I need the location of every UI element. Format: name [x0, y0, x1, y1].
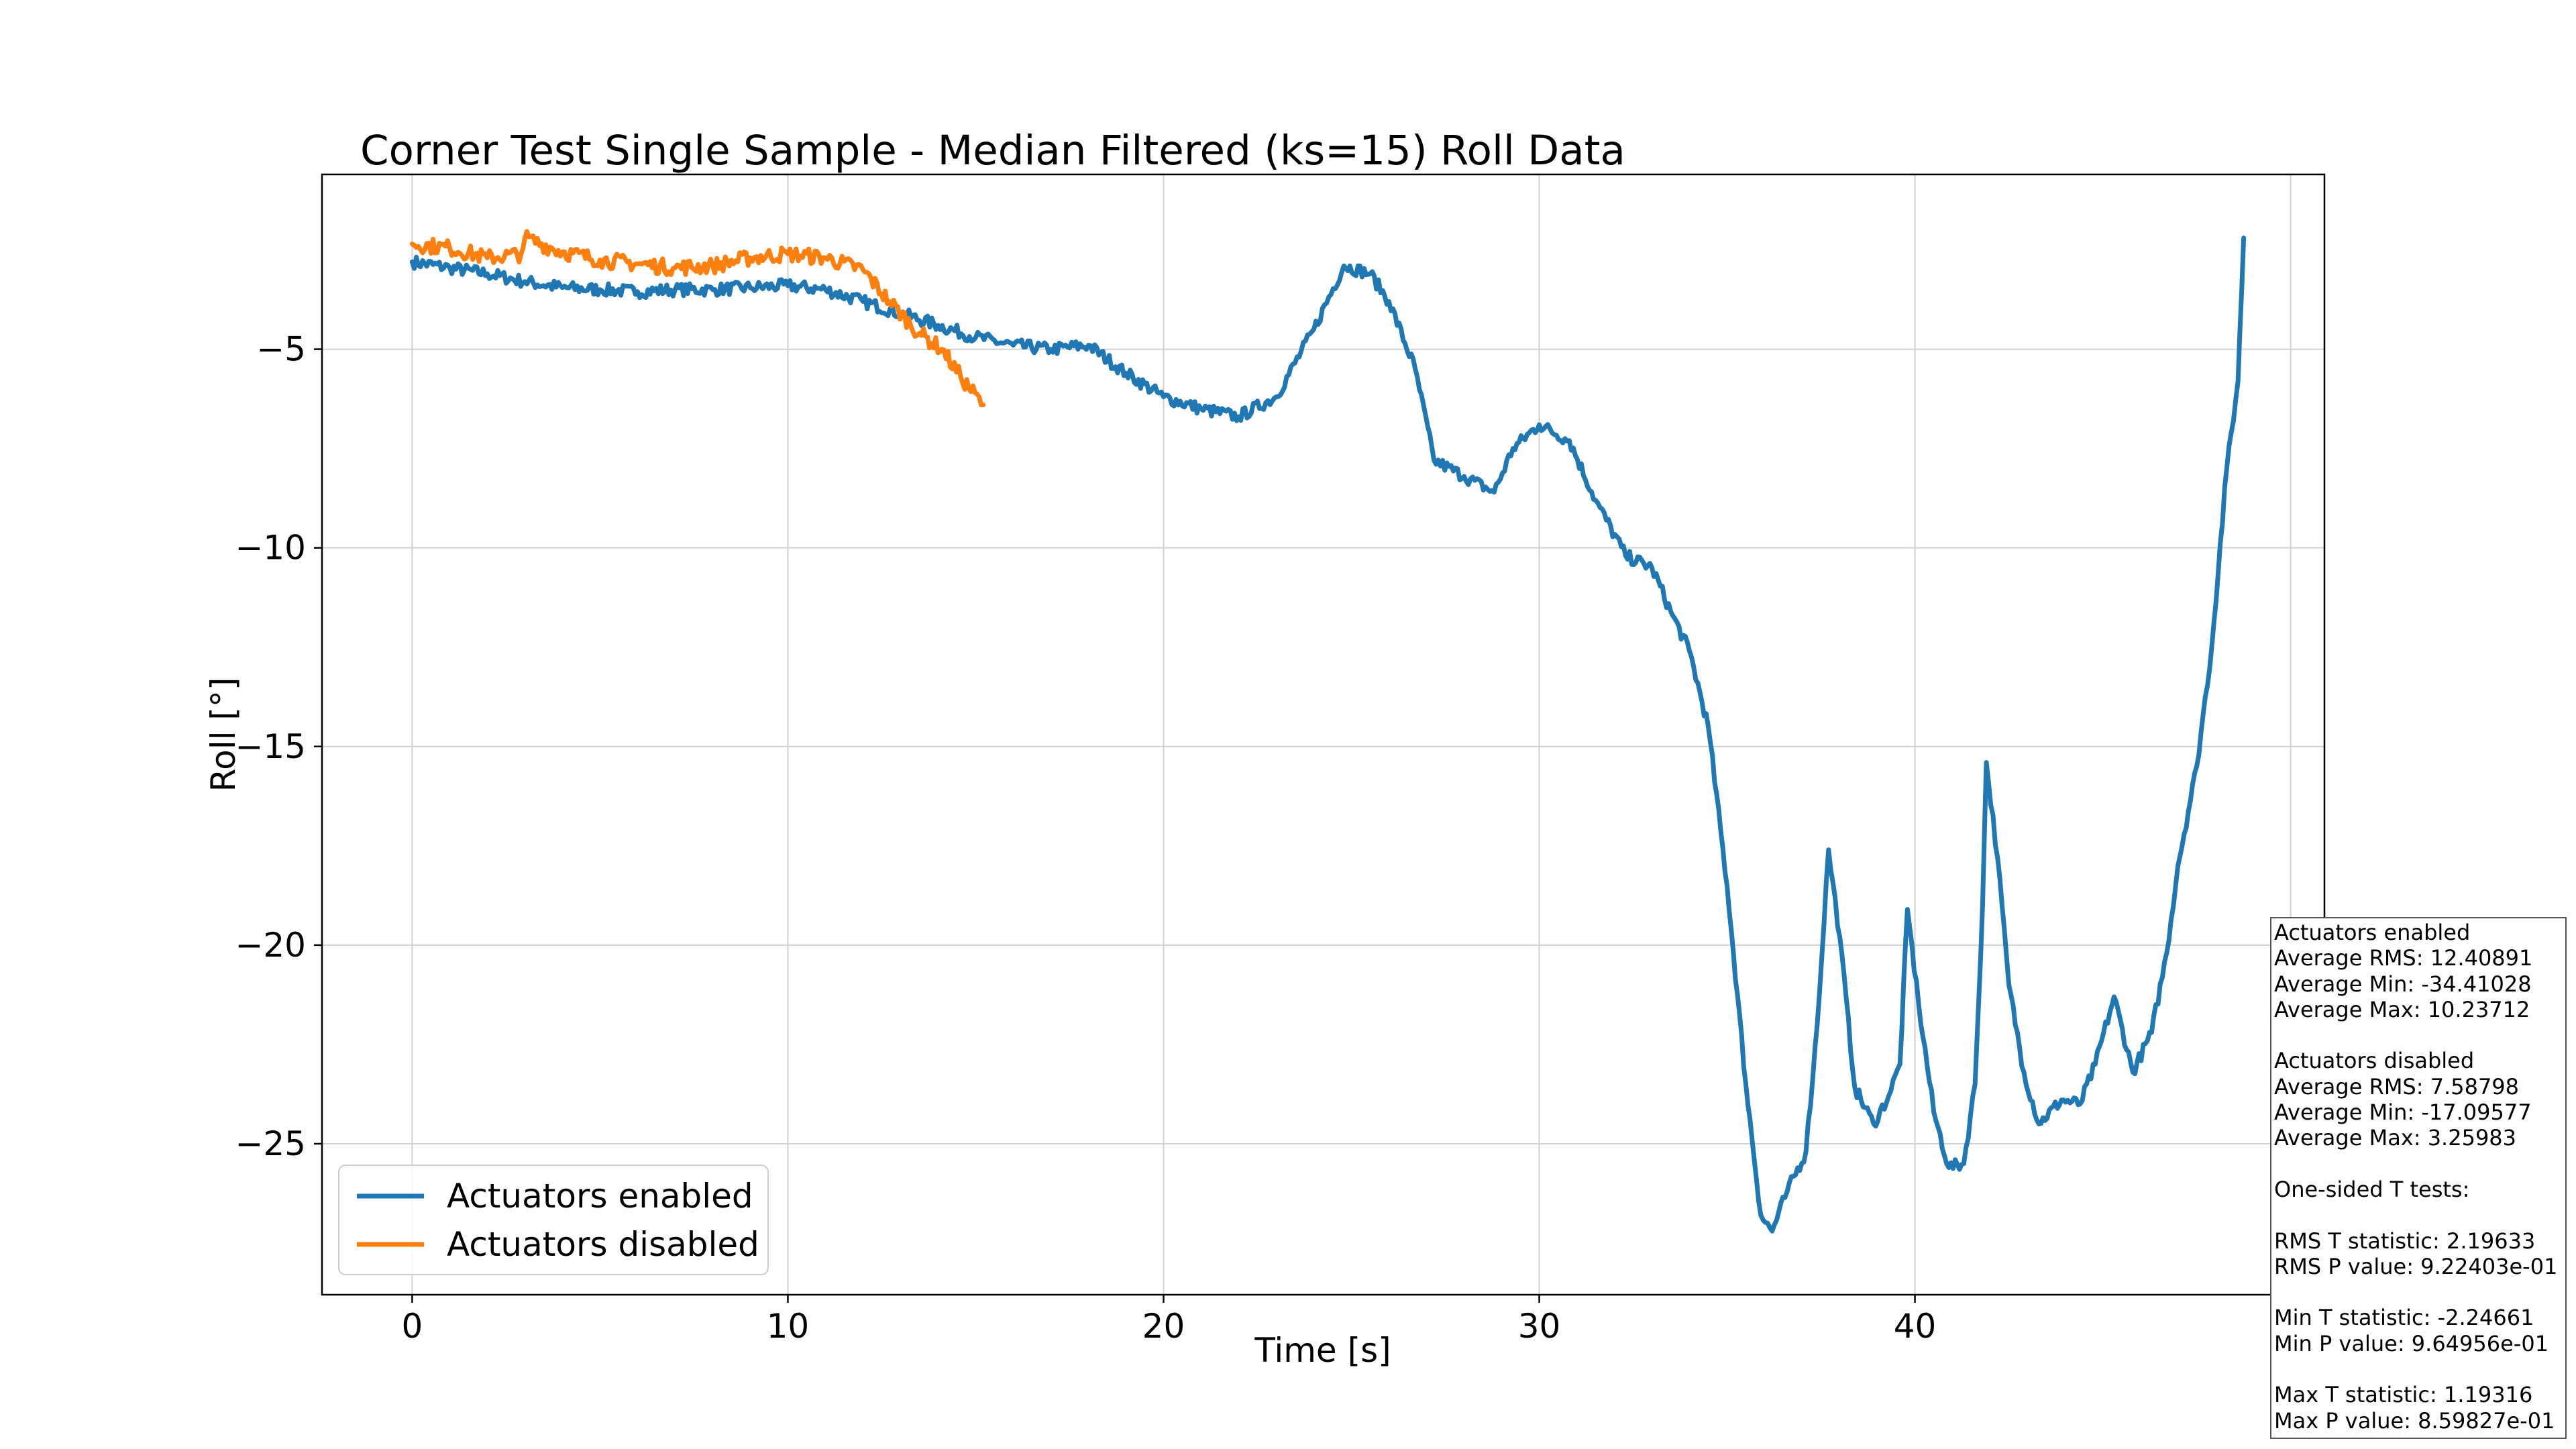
- series-line-actuators-disabled: [409, 229, 986, 407]
- stats-line: [2274, 1279, 2565, 1305]
- stats-line: RMS P value: 9.22403e-01: [2274, 1253, 2558, 1279]
- chart-title: Corner Test Single Sample - Median Filte…: [360, 127, 1625, 174]
- y-tick-label: −10: [235, 529, 306, 568]
- stats-line: Min P value: 9.64956e-01: [2274, 1330, 2549, 1356]
- stats-line: [2274, 1202, 2565, 1228]
- y-axis-label: Roll [°]: [204, 678, 243, 792]
- stats-line: Max P value: 8.59827e-01: [2274, 1407, 2555, 1434]
- legend: Actuators enabled Actuators disabled: [338, 1165, 769, 1275]
- stats-line: Average Max: 3.25983: [2274, 1125, 2517, 1151]
- stats-line: [2274, 1022, 2565, 1048]
- stats-line: [2274, 1356, 2565, 1382]
- stats-line: Actuators enabled: [2274, 920, 2471, 945]
- series-lines: [409, 229, 2247, 1234]
- stats-line: Min T statistic: -2.24661: [2274, 1305, 2534, 1331]
- stats-line: Actuators disabled: [2274, 1048, 2475, 1074]
- legend-label-enabled: Actuators enabled: [447, 1177, 753, 1216]
- stats-line: Max T statistic: 1.19316: [2274, 1382, 2533, 1408]
- stats-line: Average Max: 10.23712: [2274, 996, 2530, 1022]
- stats-line: Average RMS: 7.58798: [2274, 1073, 2520, 1099]
- x-tick-label: 40: [1894, 1307, 1937, 1346]
- statistics-box: Actuators enabled Average RMS: 12.40891 Av…: [2270, 917, 2567, 1439]
- y-tick-label: −25: [235, 1124, 306, 1163]
- y-tick-label: −20: [235, 926, 306, 965]
- series-line-actuators-enabled: [409, 235, 2247, 1234]
- x-tick-label: 0: [402, 1307, 423, 1346]
- stats-line: Average RMS: 12.40891: [2274, 945, 2533, 971]
- stats-line: [2274, 1151, 2565, 1177]
- stats-line: Average Min: -17.09577: [2274, 1099, 2532, 1126]
- plot-area: [322, 174, 2324, 1295]
- stats-line: One-sided T tests:: [2274, 1176, 2470, 1202]
- x-tick-label: 30: [1518, 1307, 1561, 1346]
- y-axis-ticks: −5 −10 −15 −20 −25: [235, 330, 322, 1163]
- x-axis-label: Time [s]: [1254, 1331, 1391, 1370]
- x-tick-label: 10: [767, 1307, 810, 1346]
- x-tick-label: 20: [1142, 1307, 1185, 1346]
- stats-line: RMS T statistic: 2.19633: [2274, 1228, 2536, 1254]
- legend-box: [338, 1165, 769, 1275]
- legend-label-disabled: Actuators disabled: [447, 1225, 759, 1264]
- plot-frame: [321, 173, 2326, 1296]
- grid: [322, 174, 2324, 1295]
- y-tick-label: −15: [235, 727, 306, 766]
- y-tick-label: −5: [256, 330, 306, 369]
- x-axis-ticks: 0 10 20 30 40: [402, 1295, 2292, 1346]
- stats-line: Average Min: -34.41028: [2274, 971, 2532, 997]
